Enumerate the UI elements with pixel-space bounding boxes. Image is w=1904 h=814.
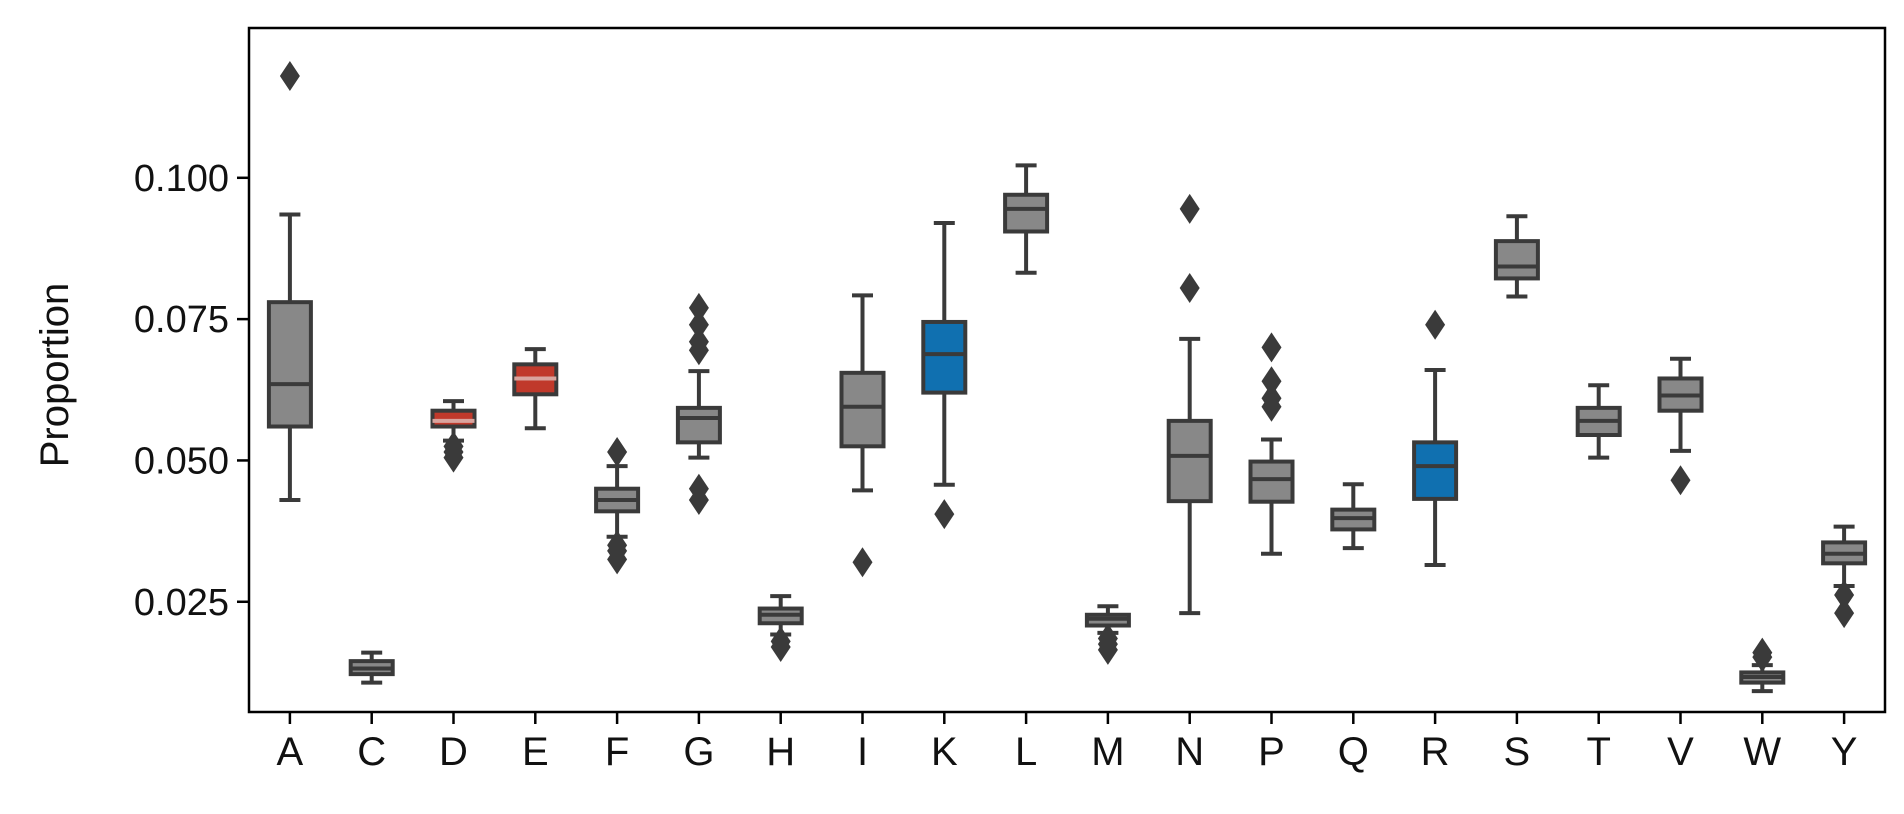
outlier-point — [688, 309, 709, 340]
iqr-box — [1412, 440, 1459, 501]
outlier-point — [1752, 642, 1773, 673]
x-tick-label: L — [1015, 730, 1037, 774]
x-tick-label: A — [277, 730, 304, 774]
outlier-point — [607, 436, 628, 467]
outlier-point — [1261, 332, 1282, 363]
x-tick-label: P — [1258, 730, 1285, 774]
outlier-point — [852, 547, 873, 578]
box-S — [1493, 214, 1540, 299]
outlier-point — [770, 631, 791, 662]
outlier-point — [1425, 309, 1446, 340]
box-W — [1739, 637, 1786, 694]
x-tick-label: R — [1421, 730, 1450, 774]
box-N — [1166, 193, 1213, 616]
box-A — [266, 61, 313, 503]
x-tick-label: N — [1175, 730, 1204, 774]
iqr-box — [839, 370, 886, 449]
box-P — [1248, 332, 1295, 556]
y-tick-label: 0.050 — [134, 440, 229, 482]
box-R — [1412, 309, 1459, 568]
box-Y — [1821, 524, 1868, 629]
iqr-box — [1166, 418, 1213, 504]
iqr-box — [675, 405, 722, 445]
iqr-box — [1003, 192, 1050, 234]
outlier-point — [1834, 579, 1855, 610]
outlier-point — [1834, 598, 1855, 629]
y-tick-label: 0.025 — [134, 582, 229, 624]
outlier-point — [1179, 193, 1200, 224]
iqr-box — [266, 300, 313, 429]
box-F — [594, 436, 641, 575]
outlier-point — [1261, 366, 1282, 397]
iqr-box — [1493, 239, 1540, 281]
box-D — [430, 399, 477, 473]
x-tick-label: S — [1504, 730, 1531, 774]
box-E — [512, 347, 559, 431]
outlier-point — [1670, 465, 1691, 496]
x-tick-label: G — [683, 730, 714, 774]
outlier-point — [688, 485, 709, 516]
box-K — [921, 221, 968, 530]
plot-frame — [247, 26, 1887, 714]
x-tick-label: V — [1667, 730, 1694, 774]
x-tick-label: Y — [1831, 730, 1858, 774]
box-L — [1003, 163, 1050, 275]
box-T — [1575, 383, 1622, 460]
y-axis-label: Proportion — [33, 283, 77, 468]
x-tick-label: F — [605, 730, 629, 774]
x-tick-label: K — [931, 730, 958, 774]
x-tick-label: C — [357, 730, 386, 774]
y-tick-label: 0.075 — [134, 299, 229, 341]
x-tick-label: H — [766, 730, 795, 774]
boxes-layer — [266, 61, 1868, 694]
box-H — [757, 594, 804, 662]
outlier-point — [688, 292, 709, 323]
box-M — [1084, 604, 1131, 665]
iqr-box — [430, 408, 477, 429]
outlier-point — [934, 499, 955, 530]
outlier-point — [1261, 391, 1282, 422]
x-tick-label: D — [439, 730, 468, 774]
x-tick-label: T — [1586, 730, 1610, 774]
box-I — [839, 293, 886, 578]
iqr-box — [1248, 459, 1295, 504]
box-Q — [1330, 482, 1377, 551]
outlier-point — [607, 544, 628, 575]
iqr-box — [921, 319, 968, 395]
outlier-point — [443, 442, 464, 473]
box-G — [675, 292, 722, 516]
x-tick-label: I — [857, 730, 868, 774]
box-V — [1657, 356, 1704, 496]
box-C — [348, 650, 395, 685]
outlier-point — [688, 335, 709, 366]
outlier-point — [1097, 634, 1118, 665]
x-tick-label: Q — [1338, 730, 1369, 774]
x-tick-label: E — [522, 730, 549, 774]
x-tick-label: W — [1743, 730, 1781, 774]
outlier-point — [1179, 273, 1200, 304]
y-tick-label: 0.100 — [134, 158, 229, 200]
x-tick-label: M — [1091, 730, 1124, 774]
outlier-point — [279, 61, 300, 92]
ticks-layer: 0.025 0.050 0.075 0.100 A C D E F G H I K L M N P Q R S T V W Y — [134, 158, 1858, 774]
